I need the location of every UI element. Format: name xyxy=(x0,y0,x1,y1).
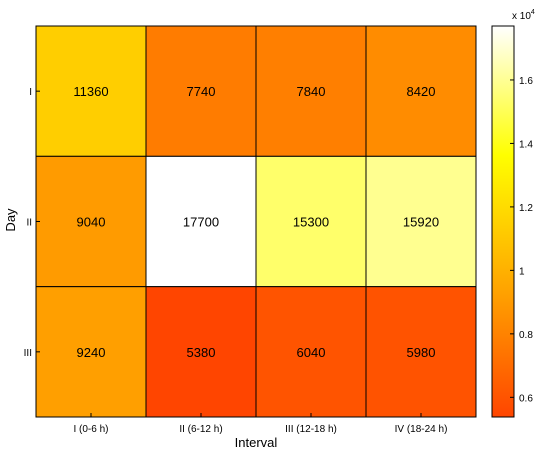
colorbar-tick-label: 1.2 xyxy=(519,203,533,214)
cell-value-label: 11360 xyxy=(73,84,108,99)
colorbar-exponent: 4 xyxy=(531,9,535,16)
heatmap-cell xyxy=(365,25,477,157)
heatmap-cells xyxy=(35,25,477,418)
cell-value-label: 15300 xyxy=(293,215,329,230)
colorbar-multiplier: x 104 xyxy=(512,9,535,22)
x-axis-label: Interval xyxy=(235,435,278,450)
heatmap-cell xyxy=(35,25,147,157)
cell-value-label: 9240 xyxy=(77,345,106,360)
heatmap-cell xyxy=(255,25,367,157)
colorbar-tick-label: 0.6 xyxy=(519,393,533,404)
y-tick-label: II xyxy=(26,218,32,229)
heatmap-cell xyxy=(365,286,477,418)
cell-value-label: 7740 xyxy=(187,84,216,99)
cell-value-label: 15920 xyxy=(403,215,439,230)
x-tick-label: IV (18-24 h) xyxy=(395,424,448,435)
cell-value-label: 8420 xyxy=(407,84,436,99)
cell-value-label: 7840 xyxy=(297,84,326,99)
y-tick-label: III xyxy=(24,348,32,359)
heatmap-cell xyxy=(35,155,147,288)
heatmap-cell xyxy=(145,286,257,418)
colorbar-tick-label: 1.6 xyxy=(519,76,533,87)
cell-value-label: 5380 xyxy=(187,345,216,360)
colorbar-tick-label: 0.8 xyxy=(519,330,533,341)
y-tick-label: I xyxy=(29,87,32,98)
cell-value-label: 9040 xyxy=(77,215,106,230)
heatmap-cell xyxy=(145,155,257,288)
cell-value-label: 6040 xyxy=(297,345,326,360)
cell-value-label: 17700 xyxy=(183,215,219,230)
x-tick-label: III (12-18 h) xyxy=(285,424,337,435)
colorbar-tick-label: 1.4 xyxy=(519,139,533,150)
heatmap-cell xyxy=(145,25,257,157)
y-axis-label: Day xyxy=(3,208,18,232)
colorbar-tick-label: 1 xyxy=(519,266,525,277)
colorbar-gradient xyxy=(491,25,515,418)
x-axis-ticks: I (0-6 h) II (6-12 h) III (12-18 h) IV (18-… xyxy=(73,413,447,435)
colorbar: 0.6 0.8 1 1.2 1.4 1.6 x 104 xyxy=(491,9,535,418)
cell-value-labels: 11360 7740 7840 8420 9040 17700 15300 15920 9240… xyxy=(73,84,439,360)
cell-value-label: 5980 xyxy=(407,345,436,360)
heatmap-cell xyxy=(365,155,477,288)
x-tick-label: I (0-6 h) xyxy=(73,424,108,435)
colorbar-ticks: 0.6 0.8 1 1.2 1.4 1.6 xyxy=(510,76,533,404)
x-tick-label: II (6-12 h) xyxy=(179,424,222,435)
